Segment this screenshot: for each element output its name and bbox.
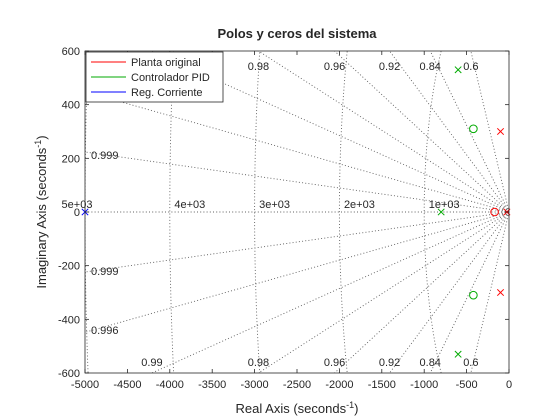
y-tick-label: 400 <box>62 100 80 112</box>
zero-marker <box>469 290 478 300</box>
pole-stroke <box>454 350 462 358</box>
damping-label-top: 0.98 <box>248 61 269 73</box>
y-axis-label-end: ) <box>34 135 49 139</box>
damping-label-bottom: 0.6 <box>463 357 478 369</box>
y-tick-label: -200 <box>58 261 80 273</box>
frequency-label: 1e+03 <box>429 199 460 211</box>
damping-label-top: 0.92 <box>379 61 400 73</box>
y-tick-label: 0 <box>74 207 80 219</box>
damping-label-top: 0.84 <box>420 61 441 73</box>
damping-label-side: 0.999 <box>91 266 119 278</box>
grid-lines <box>85 51 509 373</box>
pole-marker <box>454 66 462 74</box>
legend-entry-label: Planta original <box>131 57 201 69</box>
x-tick-label: -4500 <box>113 379 141 391</box>
x-tick-label: -4000 <box>156 379 184 391</box>
y-axis-label-text: Imaginary Axis (seconds <box>34 147 49 288</box>
damping-label-top: 0.96 <box>324 61 345 73</box>
x-tick-label: 0 <box>506 379 512 391</box>
pole-stroke <box>437 208 445 216</box>
damping-label-top: 0.6 <box>463 61 478 73</box>
legend-entry-label: Controlador PID <box>131 72 210 84</box>
y-axis-label-sup: -1 <box>33 140 43 148</box>
grid-labels: 0.6 0.84 0.92 0.96 0.98 0.6 0.84 0.92 0.96 0.98 0.… <box>62 61 479 369</box>
legend-entry-label: Reg. Corriente <box>131 87 203 99</box>
pole-stroke <box>454 66 462 74</box>
damping-label-bottom: 0.84 <box>420 357 441 369</box>
frequency-label: 4e+03 <box>174 199 205 211</box>
zero-marker <box>490 207 499 217</box>
x-axis-label-end: ) <box>354 401 358 416</box>
damping-label-side: 0.999 <box>91 150 119 162</box>
y-tick-label: -400 <box>58 314 80 326</box>
x-axis-ticks: -5000 -4500 -4000 -3500 -3000 -2500 -2000 -1500… <box>71 51 512 391</box>
damping-label-bottom: 0.92 <box>379 357 400 369</box>
x-axis-label-sup: -1 <box>346 400 354 410</box>
x-tick-label: -3500 <box>198 379 226 391</box>
y-tick-label: 200 <box>62 153 80 165</box>
pole-marker <box>496 288 505 297</box>
damping-label-side: 0.996 <box>91 325 119 337</box>
pole-stroke <box>496 288 505 297</box>
x-tick-label: -500 <box>456 379 478 391</box>
pole-marker <box>454 350 462 358</box>
pole-marker <box>437 208 445 216</box>
legend: Planta original Controlador PID Reg. Corri… <box>85 51 224 103</box>
x-tick-label: -5000 <box>71 379 99 391</box>
chart-title: Polos y ceros del sistema <box>218 26 378 41</box>
x-tick-label: -3000 <box>241 379 269 391</box>
pole-stroke <box>496 127 505 136</box>
x-tick-label: -1500 <box>368 379 396 391</box>
pole-marker <box>496 127 505 136</box>
x-axis-label: Real Axis (seconds-1) <box>236 400 359 416</box>
y-tick-label: 600 <box>62 46 80 58</box>
y-axis-label: Imaginary Axis (seconds-1) <box>33 135 49 288</box>
damping-label-bottom: 0.96 <box>324 357 345 369</box>
x-tick-label: -2000 <box>325 379 353 391</box>
damping-ray-upper <box>85 151 509 213</box>
x-axis-label-text: Real Axis (seconds <box>236 401 347 416</box>
damping-label-bottom: 0.99 <box>141 357 162 369</box>
damping-ray-lower <box>85 211 509 273</box>
x-tick-label: -1000 <box>410 379 438 391</box>
y-axis-ticks: -600 -400 -200 0 200 400 600 <box>58 46 509 380</box>
zero-marker <box>469 124 478 134</box>
damping-label-bottom: 0.98 <box>248 357 269 369</box>
frequency-label: 3e+03 <box>259 199 290 211</box>
frequency-arc <box>338 51 348 373</box>
y-tick-label: -600 <box>58 368 80 380</box>
x-tick-label: -2500 <box>283 379 311 391</box>
frequency-label: 2e+03 <box>344 199 375 211</box>
